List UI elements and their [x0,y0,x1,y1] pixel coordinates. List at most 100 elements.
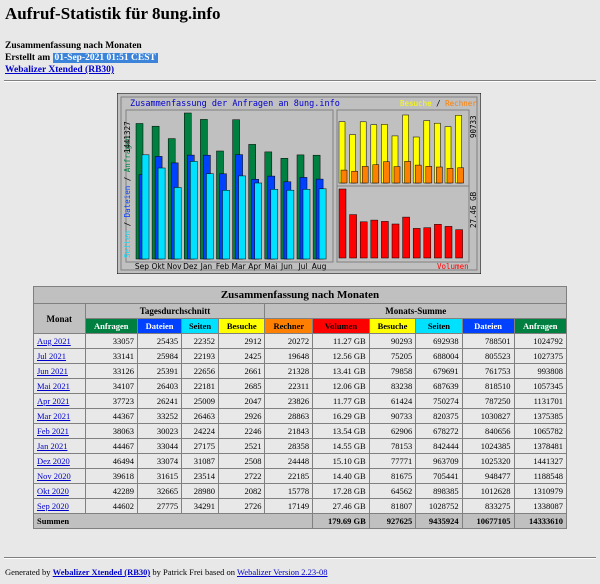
table-cell: 963709 [415,453,463,469]
page-title: Aufruf-Statistik für 8ung.info [5,4,221,23]
right-top-bar-group [338,114,464,184]
month-cell: Mai 2021 [33,378,86,394]
summen-cell: 14333610 [513,513,568,529]
table-cell: 13.54 GB [312,423,370,439]
webalizer-link[interactable]: Webalizer Xtended (RB30) [5,65,115,75]
table-cell: 79858 [368,363,417,379]
table-cell: 2425 [217,348,266,364]
table-cell: 21328 [264,363,314,379]
footer: Generated by Webalizer Xtended (RB30) by… [5,567,328,577]
month-cell: Jun 2021 [33,363,86,379]
table-cell: 33057 [84,333,139,349]
month-link[interactable]: Aug 2021 [37,336,71,346]
legend-volumen: Volumen [437,262,469,271]
left-legend: Seiten / Dateien / Anfragen [123,136,132,258]
bar-seiten [157,167,166,260]
table-body: Aug 2021 33057 25435 22352 2912 20272 11.27 GB… [32,333,568,529]
month-tick-label: Okt [152,262,165,271]
table-cell: 27175 [181,438,219,454]
month-link[interactable]: Dez 2020 [37,456,70,466]
table-cell: 15.10 GB [312,453,370,469]
table-cell: 27.46 GB [312,498,370,514]
footer-prefix: Generated by [5,567,51,577]
footer-webalizer-xtended-link[interactable]: Webalizer Xtended (RB30) [52,567,151,577]
month-link[interactable]: Nov 2020 [37,471,71,481]
bar-rechner [425,166,433,184]
table-cell: 32665 [136,483,183,499]
table-cell: 22311 [264,378,314,394]
table-row: Mar 2021 44367 33252 26463 2926 28863 16.29 GB… [33,408,568,424]
monat-header: Monat [33,303,86,334]
table-cell: 21843 [264,423,314,439]
table-cell: 38063 [84,423,139,439]
summary-table-wrap: Zusammenfassung nach Monaten Monat Tages… [32,286,568,529]
table-cell: 42289 [84,483,139,499]
table-cell: 17149 [264,498,314,514]
bar-rechner [351,170,358,184]
footer-middle: by Patrick Frei based on [152,567,236,577]
month-cell: Dez 2020 [33,453,86,469]
table-cell: 15778 [264,483,314,499]
month-link[interactable]: Sep 2020 [37,501,69,511]
divider-top [4,80,596,82]
bar-rechner [361,166,369,184]
table-cell: 2047 [217,393,266,409]
summen-cell: 179.69 GB [312,513,370,529]
table-cell: 1378481 [513,438,568,454]
month-link[interactable]: Jan 2021 [37,441,68,451]
bar-rechner [372,164,380,184]
table-cell: 16.29 GB [312,408,370,424]
table-row: Nov 2020 39618 31615 23514 2722 22185 14.40 GB… [33,468,568,484]
bar-volumen [391,223,400,259]
created-date: 01-Sep-2021 01:51 CEST [52,53,158,63]
month-cell: Nov 2020 [33,468,86,484]
table-cell: 14.40 GB [312,468,370,484]
bar-seiten [190,161,198,260]
column-header-anfragen: Anfragen [84,318,139,334]
month-link[interactable]: Okt 2020 [37,486,69,496]
month-labels: Sep Okt Nov Dez Jan Feb Mar Apr Mai Jun Jul Aug [135,262,327,271]
bar-volumen [444,226,453,259]
table-cell: 23826 [264,393,314,409]
column-header-dateien: Dateien [461,318,515,334]
month-tick-label: Jan [200,262,213,271]
bar-rechner [383,161,390,184]
divider-bottom [4,557,596,559]
bar-rechner [404,161,411,184]
month-link[interactable]: Jul 2021 [37,351,67,361]
bar-volumen [381,221,389,259]
table-cell: 1131701 [513,393,568,409]
summen-row: Summen 179.69 GB 927625 9435924 10677105 1433… [32,513,568,529]
table-row: Jul 2021 33141 25984 22193 2425 19648 12.56 GB… [33,348,568,364]
column-header-seiten: Seiten [181,318,219,334]
summary-table: Zusammenfassung nach Monaten Monat Tages… [32,286,568,529]
summen-cell: 927625 [368,513,417,529]
table-cell: 1024792 [513,333,568,349]
bar-seiten [318,188,327,260]
table-cell: 24224 [181,423,219,439]
table-cell: 26463 [181,408,219,424]
month-link[interactable]: Mai 2021 [37,381,70,391]
month-tick-label: Jul [297,262,307,271]
month-link[interactable]: Feb 2021 [37,426,69,436]
table-cell: 2521 [217,438,266,454]
month-link[interactable]: Apr 2021 [37,396,70,406]
table-cell: 22181 [181,378,219,394]
table-cell: 77771 [368,453,417,469]
month-cell: Apr 2021 [33,393,86,409]
table-cell: 28980 [181,483,219,499]
table-cell: 688004 [415,348,463,364]
month-link[interactable]: Jun 2021 [37,366,68,376]
table-cell: 14.55 GB [312,438,370,454]
table-cell: 750274 [415,393,463,409]
footer-webalizer-version-link[interactable]: Webalizer Version 2.23-08 [237,567,328,577]
month-cell: Jan 2021 [33,438,86,454]
month-link[interactable]: Mar 2021 [37,411,71,421]
right-bottom-bar-group [338,188,463,259]
table-cell: 44467 [84,438,139,454]
created-line: Erstellt am 01-Sep-2021 01:51 CEST [5,52,158,64]
table-cell: 81807 [368,498,417,514]
table-cell: 81675 [368,468,417,484]
right-bottom-axis-max: 27.46 GB [469,191,478,228]
table-row: Jan 2021 44467 33044 27175 2521 28358 14.55 GB… [33,438,568,454]
